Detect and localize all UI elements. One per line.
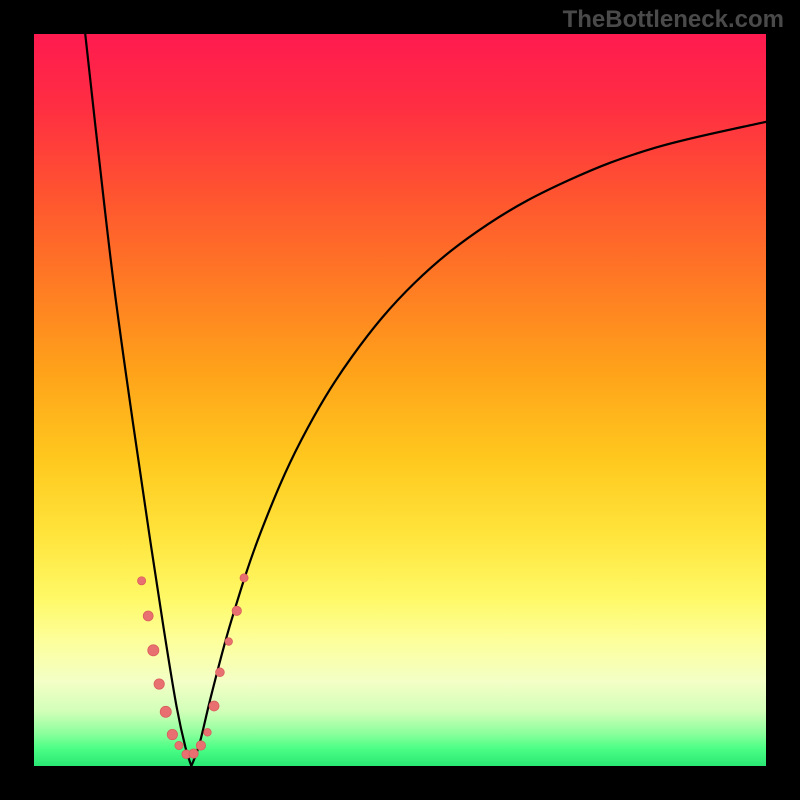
data-marker — [143, 611, 153, 621]
data-marker — [160, 706, 171, 717]
chart-svg — [0, 0, 800, 800]
data-marker — [138, 577, 146, 585]
data-marker — [175, 741, 183, 749]
data-marker — [167, 729, 177, 739]
data-marker — [154, 679, 164, 689]
plot-area — [34, 34, 766, 766]
data-marker — [196, 741, 205, 750]
data-marker — [189, 749, 198, 758]
data-marker — [216, 668, 225, 677]
data-marker — [204, 729, 212, 737]
data-marker — [148, 645, 159, 656]
chart-stage: TheBottleneck.com — [0, 0, 800, 800]
data-marker — [225, 638, 233, 646]
watermark-text: TheBottleneck.com — [563, 6, 784, 34]
data-marker — [240, 574, 248, 582]
data-marker — [209, 701, 219, 711]
data-marker — [232, 606, 241, 615]
